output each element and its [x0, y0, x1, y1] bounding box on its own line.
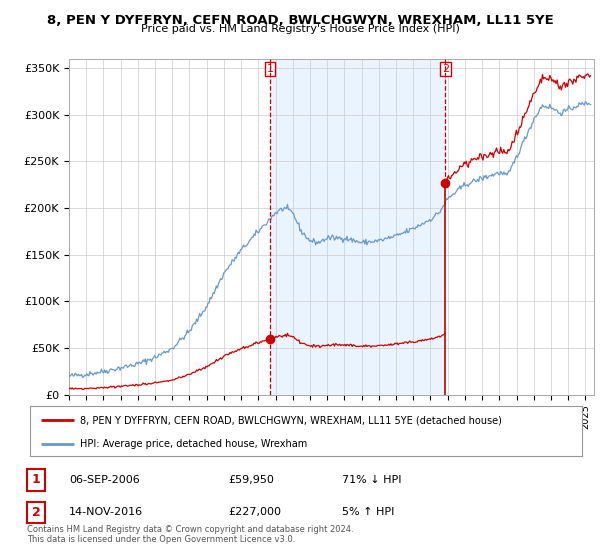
Text: £59,950: £59,950: [228, 475, 274, 485]
Text: 1: 1: [32, 473, 40, 487]
Text: HPI: Average price, detached house, Wrexham: HPI: Average price, detached house, Wrex…: [80, 439, 307, 449]
Text: 06-SEP-2006: 06-SEP-2006: [69, 475, 140, 485]
Bar: [270, 59, 445, 395]
Text: 5% ↑ HPI: 5% ↑ HPI: [342, 507, 394, 517]
Text: 8, PEN Y DYFFRYN, CEFN ROAD, BWLCHGWYN, WREXHAM, LL11 5YE: 8, PEN Y DYFFRYN, CEFN ROAD, BWLCHGWYN, …: [47, 14, 553, 27]
Text: Price paid vs. HM Land Registry's House Price Index (HPI): Price paid vs. HM Land Registry's House …: [140, 24, 460, 34]
Text: 14-NOV-2016: 14-NOV-2016: [69, 507, 143, 517]
Text: 2: 2: [442, 64, 449, 74]
Text: 8, PEN Y DYFFRYN, CEFN ROAD, BWLCHGWYN, WREXHAM, LL11 5YE (detached house): 8, PEN Y DYFFRYN, CEFN ROAD, BWLCHGWYN, …: [80, 415, 502, 425]
Text: 1: 1: [266, 64, 274, 74]
Text: £227,000: £227,000: [228, 507, 281, 517]
Text: Contains HM Land Registry data © Crown copyright and database right 2024.
This d: Contains HM Land Registry data © Crown c…: [27, 525, 353, 544]
Text: 71% ↓ HPI: 71% ↓ HPI: [342, 475, 401, 485]
Text: 2: 2: [32, 506, 40, 519]
